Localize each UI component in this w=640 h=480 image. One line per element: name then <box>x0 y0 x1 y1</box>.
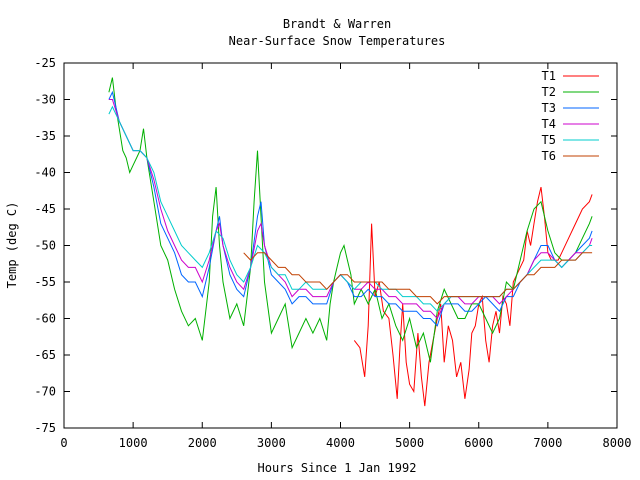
y-tick-label: -35 <box>34 129 56 143</box>
chart-title: Brandt & Warren <box>283 17 391 31</box>
legend: T1 T2 T3 T4 T5 T6 <box>542 69 599 163</box>
plot-frame <box>63 62 618 429</box>
y-tick-label: -70 <box>34 385 56 399</box>
x-tick-label: 4000 <box>326 436 355 450</box>
legend-label-t6: T6 <box>542 149 556 163</box>
x-tick-label: 0 <box>60 436 67 450</box>
y-tick-label: -60 <box>34 312 56 326</box>
y-axis-label: Temp (deg C) <box>5 202 19 289</box>
x-tick-label: 3000 <box>257 436 286 450</box>
y-tick-label: -75 <box>34 421 56 435</box>
legend-label-t4: T4 <box>542 117 556 131</box>
series-lines <box>108 77 593 407</box>
legend-label-t3: T3 <box>542 101 556 115</box>
series-line-t6 <box>243 252 593 305</box>
chart-subtitle: Near-Surface Snow Temperatures <box>229 34 446 48</box>
legend-label-t2: T2 <box>542 85 556 99</box>
y-tick-label: -65 <box>34 348 56 362</box>
x-tick-label: 8000 <box>603 436 632 450</box>
x-tick-label: 7000 <box>533 436 562 450</box>
x-tick-label: 6000 <box>464 436 493 450</box>
y-tick-label: -45 <box>34 202 56 216</box>
series-line-t5 <box>108 105 593 312</box>
legend-label-t5: T5 <box>542 133 556 147</box>
x-axis: 0 1000 2000 3000 4000 5000 6000 7000 8000 <box>60 63 631 450</box>
x-tick-label: 1000 <box>119 436 148 450</box>
series-line-t2 <box>108 77 593 363</box>
y-tick-label: -30 <box>34 93 56 107</box>
series-line-t3 <box>108 90 593 327</box>
y-axis: -25 -30 -35 -40 -45 -50 -55 -60 -65 -70 -75 <box>34 56 617 435</box>
y-tick-label: -50 <box>34 239 56 253</box>
y-tick-label: -55 <box>34 275 56 289</box>
legend-label-t1: T1 <box>542 69 556 83</box>
y-tick-label: -40 <box>34 166 56 180</box>
x-tick-label: 2000 <box>188 436 217 450</box>
x-tick-label: 5000 <box>395 436 424 450</box>
y-tick-label: -25 <box>34 56 56 70</box>
x-axis-label: Hours Since 1 Jan 1992 <box>258 461 417 475</box>
series-line-t1 <box>353 186 593 407</box>
